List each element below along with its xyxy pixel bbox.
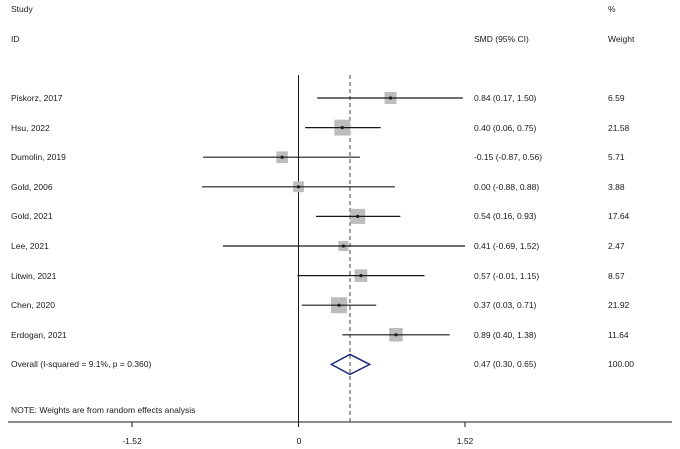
column-header-weight: Weight <box>608 34 635 44</box>
study-weight: 21.92 <box>608 300 630 311</box>
overall-ci-text: 0.47 (0.30, 0.65) <box>474 359 537 370</box>
footnote: NOTE: Weights are from random effects an… <box>11 405 196 415</box>
column-header-study: Study <box>11 4 33 14</box>
study-weight: 5.71 <box>608 152 625 163</box>
study-ci-text: 0.57 (-0.01, 1.15) <box>474 270 540 281</box>
column-header-effect: SMD (95% CI) <box>474 34 529 44</box>
study-point-estimate <box>337 303 341 307</box>
study-name: Lee, 2021 <box>11 241 49 251</box>
study-point-estimate <box>394 333 398 337</box>
study-point-estimate <box>280 155 284 159</box>
study-ci-text: 0.54 (0.16, 0.93) <box>474 211 537 222</box>
study-name: Dumolin, 2019 <box>11 152 66 163</box>
study-name: Gold, 2021 <box>11 211 53 222</box>
overall-diamond <box>329 353 372 376</box>
overall-weight: 100.00 <box>608 359 634 370</box>
study-name: Hsu, 2022 <box>11 122 50 133</box>
study-point-estimate <box>359 274 363 278</box>
study-point-estimate <box>356 214 360 218</box>
study-ci-text: 0.84 (0.17, 1.50) <box>474 93 537 103</box>
overall-label: Overall (I-squared = 9.1%, p = 0.360) <box>11 359 152 370</box>
study-ci-text: 0.40 (0.06, 0.75) <box>474 122 537 133</box>
study-weight: 3.88 <box>608 181 625 192</box>
study-point-estimate <box>341 244 346 248</box>
study-point-estimate <box>388 96 393 100</box>
study-point-estimate <box>340 126 344 130</box>
study-weight: 2.47 <box>608 241 625 251</box>
study-ci-text: -0.15 (-0.87, 0.56) <box>474 152 543 163</box>
study-name: Chen, 2020 <box>11 300 55 311</box>
column-header-weight-percent: % <box>608 4 616 14</box>
study-weight: 8.57 <box>608 270 625 281</box>
study-ci-text: 0.00 (-0.88, 0.88) <box>474 181 540 192</box>
study-weight: 21.58 <box>608 122 630 133</box>
x-tick-label: 1.52 <box>456 436 474 446</box>
study-ci-text: 0.37 (0.03, 0.71) <box>474 300 537 311</box>
study-ci-text: 0.41 (-0.69, 1.52) <box>474 241 540 251</box>
study-ci-text: 0.89 (0.40, 1.38) <box>474 329 537 340</box>
x-tick-label: 0 <box>296 436 302 446</box>
study-name: Litwin, 2021 <box>11 270 57 281</box>
study-point-estimate <box>296 185 301 189</box>
study-weight: 17.64 <box>608 211 630 222</box>
study-name: Gold, 2006 <box>11 181 53 192</box>
study-weight: 11.64 <box>608 329 629 340</box>
column-header-id: ID <box>11 34 20 44</box>
study-name: Piskorz, 2017 <box>11 93 63 103</box>
x-tick-label: -1.52 <box>122 436 142 446</box>
study-weight: 6.59 <box>608 93 625 103</box>
study-name: Erdogan, 2021 <box>11 329 67 340</box>
